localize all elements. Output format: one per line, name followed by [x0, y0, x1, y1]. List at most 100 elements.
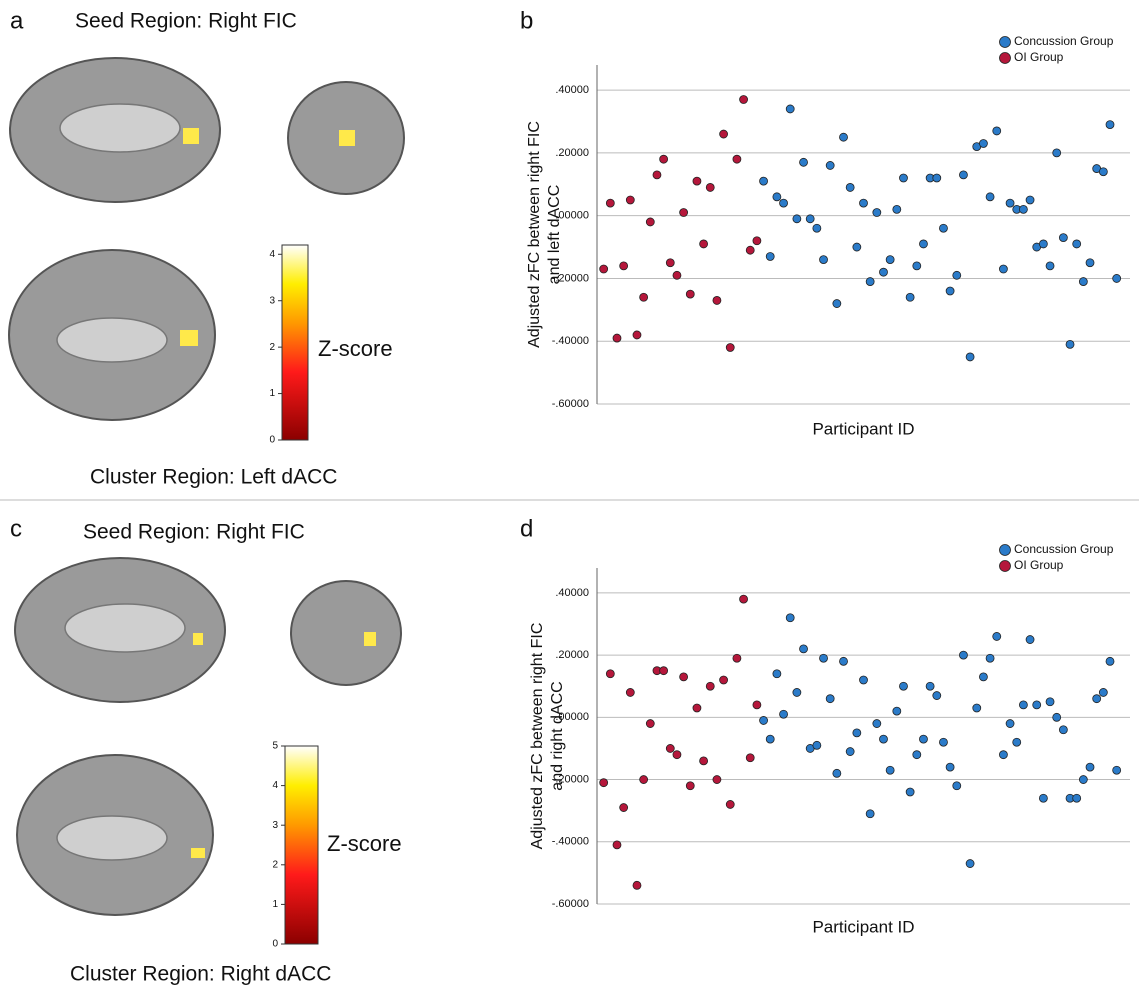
data-point [846, 183, 854, 191]
data-point [959, 651, 967, 659]
data-point [939, 738, 947, 746]
data-point [886, 256, 894, 264]
data-point [600, 265, 608, 273]
data-point [873, 209, 881, 217]
data-point [879, 268, 887, 276]
data-point [926, 682, 934, 690]
seed-label: Seed Region: Right FIC [75, 10, 297, 33]
data-point [680, 673, 688, 681]
data-point [893, 707, 901, 715]
data-point [693, 704, 701, 712]
data-point [620, 804, 628, 812]
colorbar-tick-label: 0 [269, 435, 275, 446]
y-tick-label: -.60000 [552, 398, 589, 410]
data-point [620, 262, 628, 270]
data-point [1059, 726, 1067, 734]
x-axis-label: Participant ID [812, 917, 914, 936]
page: aSeed Region: Right FICCluster Region: L… [0, 0, 1139, 989]
data-point [1106, 121, 1114, 129]
data-point [766, 252, 774, 260]
data-point [793, 688, 801, 696]
data-point [953, 271, 961, 279]
legend-label: Concussion Group [1014, 34, 1114, 48]
data-point [733, 155, 741, 163]
data-point [726, 344, 734, 352]
colorbar-label: Z-score [318, 336, 393, 361]
data-point [1019, 205, 1027, 213]
legend-marker [1000, 545, 1011, 556]
y-axis-label: Adjusted zFC between right FIC [529, 623, 546, 850]
data-point [800, 645, 808, 653]
data-point [1053, 149, 1061, 157]
y-tick-label: -.40000 [552, 335, 589, 347]
data-point [780, 710, 788, 718]
data-point [666, 259, 674, 267]
data-point [820, 256, 828, 264]
data-point [1086, 259, 1094, 267]
data-point [1113, 274, 1121, 282]
data-point [899, 174, 907, 182]
data-point [686, 290, 694, 298]
data-point [693, 177, 701, 185]
data-point [720, 130, 728, 138]
data-point [706, 183, 714, 191]
data-point [1019, 701, 1027, 709]
data-point [1073, 794, 1081, 802]
y-axis-label: Adjusted zFC between right FIC [526, 121, 543, 348]
data-point [613, 334, 621, 342]
data-point [979, 673, 987, 681]
data-point [653, 171, 661, 179]
data-point [853, 729, 861, 737]
legend-marker [1000, 561, 1011, 572]
data-point [846, 748, 854, 756]
colorbar-tick-label: 4 [269, 249, 275, 260]
data-point [820, 654, 828, 662]
data-point [1013, 738, 1021, 746]
data-point [1006, 720, 1014, 728]
data-point [713, 296, 721, 304]
brain-images [9, 58, 404, 420]
data-point [919, 240, 927, 248]
data-point [1073, 240, 1081, 248]
data-point [773, 193, 781, 201]
data-point [660, 155, 668, 163]
y-tick-label: .40000 [555, 84, 589, 96]
data-point [813, 224, 821, 232]
cluster-label: Cluster Region: Right dACC [70, 963, 331, 986]
data-point [833, 769, 841, 777]
data-point [640, 293, 648, 301]
data-point [1006, 199, 1014, 207]
data-point [626, 688, 634, 696]
data-point [740, 96, 748, 104]
colorbar-tick-label: 1 [272, 899, 278, 910]
data-point [746, 246, 754, 254]
data-point [1099, 688, 1107, 696]
data-point [806, 215, 814, 223]
data-point [986, 654, 994, 662]
brain-images [15, 558, 401, 915]
data-point [1046, 698, 1054, 706]
data-point [993, 632, 1001, 640]
data-point [786, 614, 794, 622]
data-point [879, 735, 887, 743]
data-point [826, 161, 834, 169]
data-point [939, 224, 947, 232]
data-point [720, 676, 728, 684]
data-point [713, 776, 721, 784]
data-point [673, 751, 681, 759]
data-point [613, 841, 621, 849]
data-point [853, 243, 861, 251]
data-point [906, 293, 914, 301]
data-point [800, 158, 808, 166]
colorbar-tick-label: 0 [272, 939, 278, 950]
data-point [840, 133, 848, 141]
data-point [706, 682, 714, 690]
data-point [726, 800, 734, 808]
data-point [1113, 766, 1121, 774]
data-point [973, 704, 981, 712]
colorbar-tick-label: 4 [272, 780, 278, 791]
data-point [746, 754, 754, 762]
data-point [633, 331, 641, 339]
data-point [953, 782, 961, 790]
y-tick-label: .20000 [555, 649, 589, 661]
